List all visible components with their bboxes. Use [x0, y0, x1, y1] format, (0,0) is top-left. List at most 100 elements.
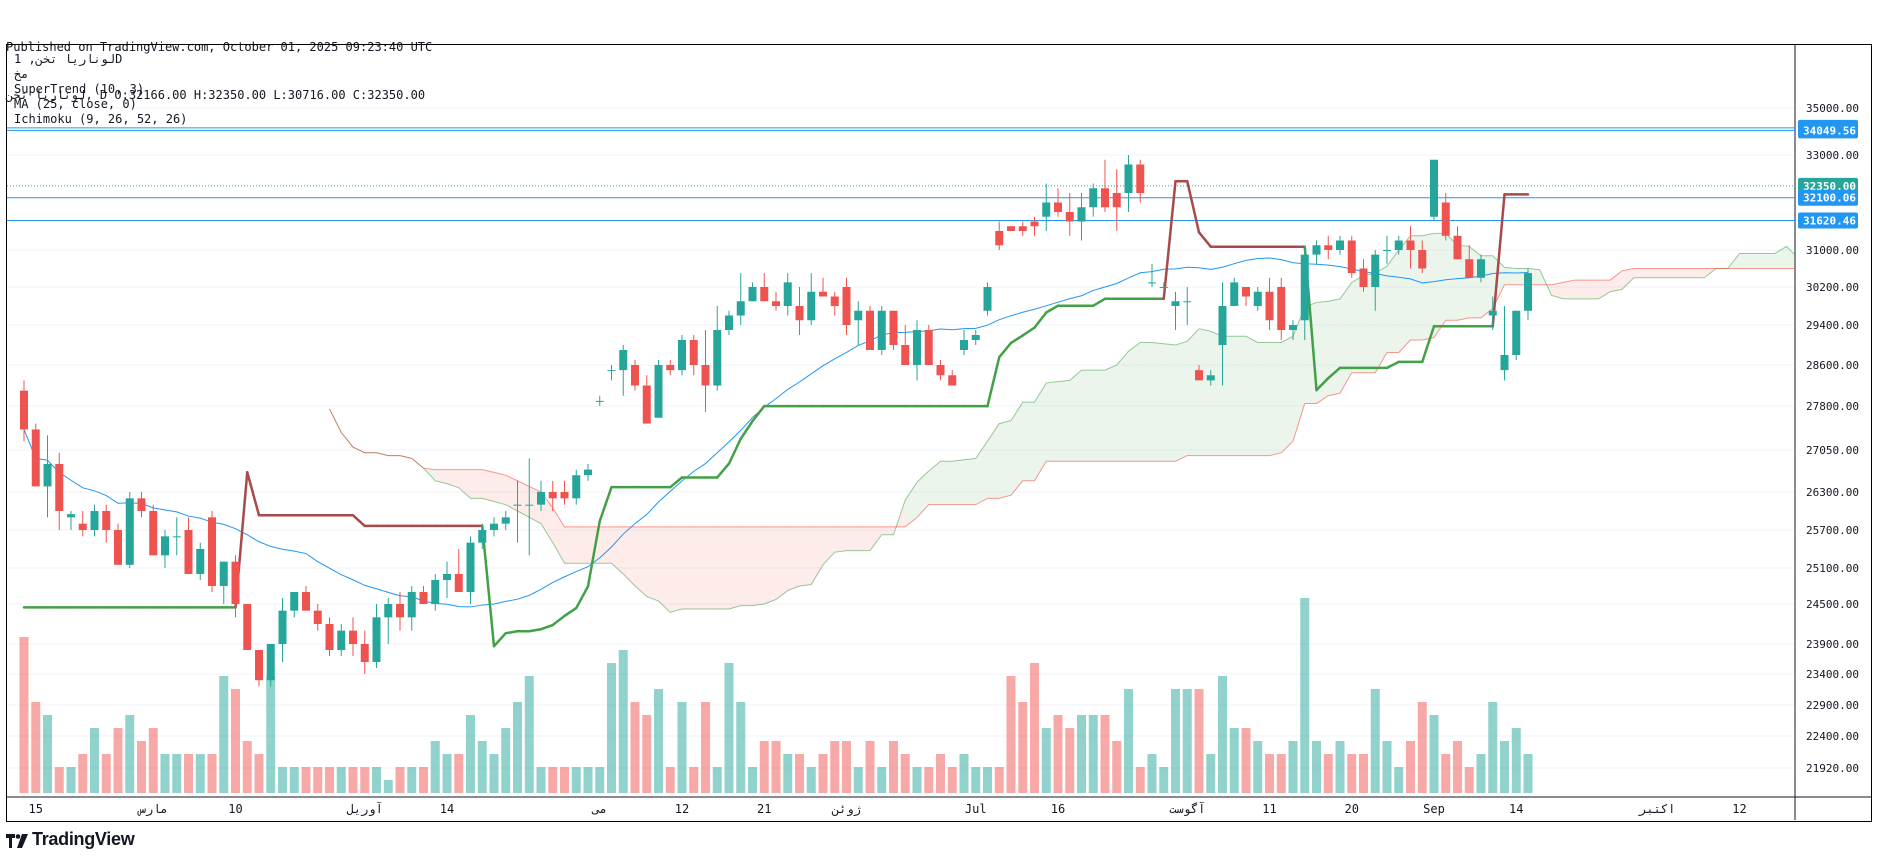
price-label-box: [1798, 189, 1858, 206]
volume-bar: [1265, 754, 1274, 793]
candle-body: [372, 617, 381, 662]
volume-bar: [971, 767, 981, 793]
supertrend-segment: [1315, 376, 1330, 392]
supertrend-segment: [246, 470, 261, 517]
volume-bar: [1370, 689, 1380, 793]
price-tick-label: 31000.00: [1806, 244, 1859, 257]
candle-body: [1394, 240, 1403, 250]
cloud-segment: [1387, 250, 1399, 353]
candle-body: [760, 287, 769, 302]
legend-ma[interactable]: MA (25, close, 0): [14, 97, 137, 111]
published-line: Published on TradingView.com, October 01…: [6, 40, 433, 54]
supertrend-segment: [1197, 231, 1212, 248]
candle-body: [501, 517, 510, 524]
candle-body: [1054, 202, 1062, 212]
time-tick-label: Sep: [1423, 802, 1445, 816]
volume-bar: [113, 728, 123, 793]
volume-bar: [31, 702, 41, 793]
volume-bar: [1041, 728, 1051, 793]
price-tick-label: 28600.00: [1806, 359, 1859, 372]
candle-body: [1042, 202, 1051, 217]
cloud-segment: [1669, 268, 1681, 278]
volume-bar: [959, 754, 969, 793]
volume-bar: [184, 754, 193, 793]
time-tick-label: 21: [757, 802, 771, 816]
volume-bar: [1218, 676, 1227, 793]
volume-bar: [1171, 689, 1180, 793]
time-tick-label: ژوئن: [831, 802, 861, 817]
cloud-segment: [1022, 402, 1035, 481]
volume-bar: [548, 767, 558, 793]
cloud-segment: [1434, 233, 1446, 338]
supertrend-segment: [1162, 179, 1177, 301]
cloud-segment: [658, 526, 671, 613]
volume-bar: [242, 741, 252, 793]
time-tick-label: می: [592, 802, 607, 816]
candle-body: [290, 592, 299, 611]
legend-symbol[interactable]: لوناریا تخن, 1D: [14, 52, 123, 66]
candle-body: [1171, 301, 1180, 306]
cloud-segment: [1692, 268, 1705, 278]
time-tick-label: 12: [675, 802, 689, 816]
volume-bar: [1006, 676, 1016, 793]
supertrend-segment: [1186, 179, 1201, 234]
volume-bar: [1300, 598, 1310, 793]
candle-body: [1253, 291, 1262, 306]
volume-bar: [1488, 702, 1498, 793]
volume-bar: [1065, 728, 1075, 793]
candle-body: [102, 511, 111, 530]
volume-bar: [759, 741, 769, 793]
candle-body: [1524, 273, 1532, 311]
candle-body: [349, 630, 357, 644]
legend-ichimoku[interactable]: Ichimoku (9, 26, 52, 26): [14, 112, 188, 126]
price-axis[interactable]: 35000.00 33000.00 31000.00 30200.00 29400.00…: [1806, 102, 1859, 775]
candle-body: [454, 574, 463, 592]
volume-bar: [771, 741, 781, 793]
chart-frame[interactable]: [6, 44, 1872, 822]
time-tick-label: 15: [29, 802, 43, 816]
volume-bar: [278, 767, 287, 793]
supertrend-segment: [492, 631, 507, 648]
candle-body: [231, 561, 240, 604]
cloud-segment: [1199, 328, 1211, 456]
candle-body: [631, 365, 639, 386]
cloud-segment: [776, 526, 788, 600]
candle-body: [901, 345, 910, 365]
legend-supertrend[interactable]: SuperTrend (10, 3): [14, 82, 145, 96]
cloud-segment: [752, 526, 765, 606]
cloud-segment: [1034, 382, 1047, 481]
volume-bar: [501, 728, 511, 793]
candle-body: [1065, 212, 1074, 222]
cloud-segment: [682, 526, 694, 609]
time-tick-label: 11: [1262, 802, 1276, 816]
candle-body: [1101, 188, 1109, 208]
candle-body: [208, 517, 216, 586]
cloud-segment: [552, 507, 565, 564]
candle-body: [595, 400, 604, 402]
tradingview-icon: [6, 834, 28, 848]
cloud-segment: [1551, 282, 1564, 299]
cloud-span-b: [329, 268, 1795, 528]
candle-body: [1206, 375, 1215, 381]
cloud-segment: [1586, 280, 1599, 299]
supertrend-segment: [1021, 326, 1036, 337]
volume-bar: [1018, 702, 1028, 793]
volume-bar: [1253, 741, 1263, 793]
candle-body: [1500, 355, 1509, 371]
candle-body: [1430, 159, 1438, 217]
cloud-segment: [881, 526, 894, 535]
volume-bar: [1053, 715, 1063, 793]
supertrend-segment: [751, 404, 766, 423]
price-tick-label: 25100.00: [1806, 562, 1859, 575]
volume-bar: [172, 754, 182, 793]
time-tick-label: آوریل: [347, 801, 383, 817]
supertrend-segment: [551, 614, 566, 627]
time-axis[interactable]: 15 مارس 10 آوریل 14 می 12 21 ژوئن Jul 16 آگوست 11 20 S…: [29, 801, 1747, 817]
supertrend-segment: [998, 341, 1013, 359]
cloud-segment: [1751, 253, 1763, 269]
cloud-segment: [1105, 365, 1117, 462]
candle-body: [384, 604, 393, 618]
volume-bar: [1464, 767, 1474, 793]
